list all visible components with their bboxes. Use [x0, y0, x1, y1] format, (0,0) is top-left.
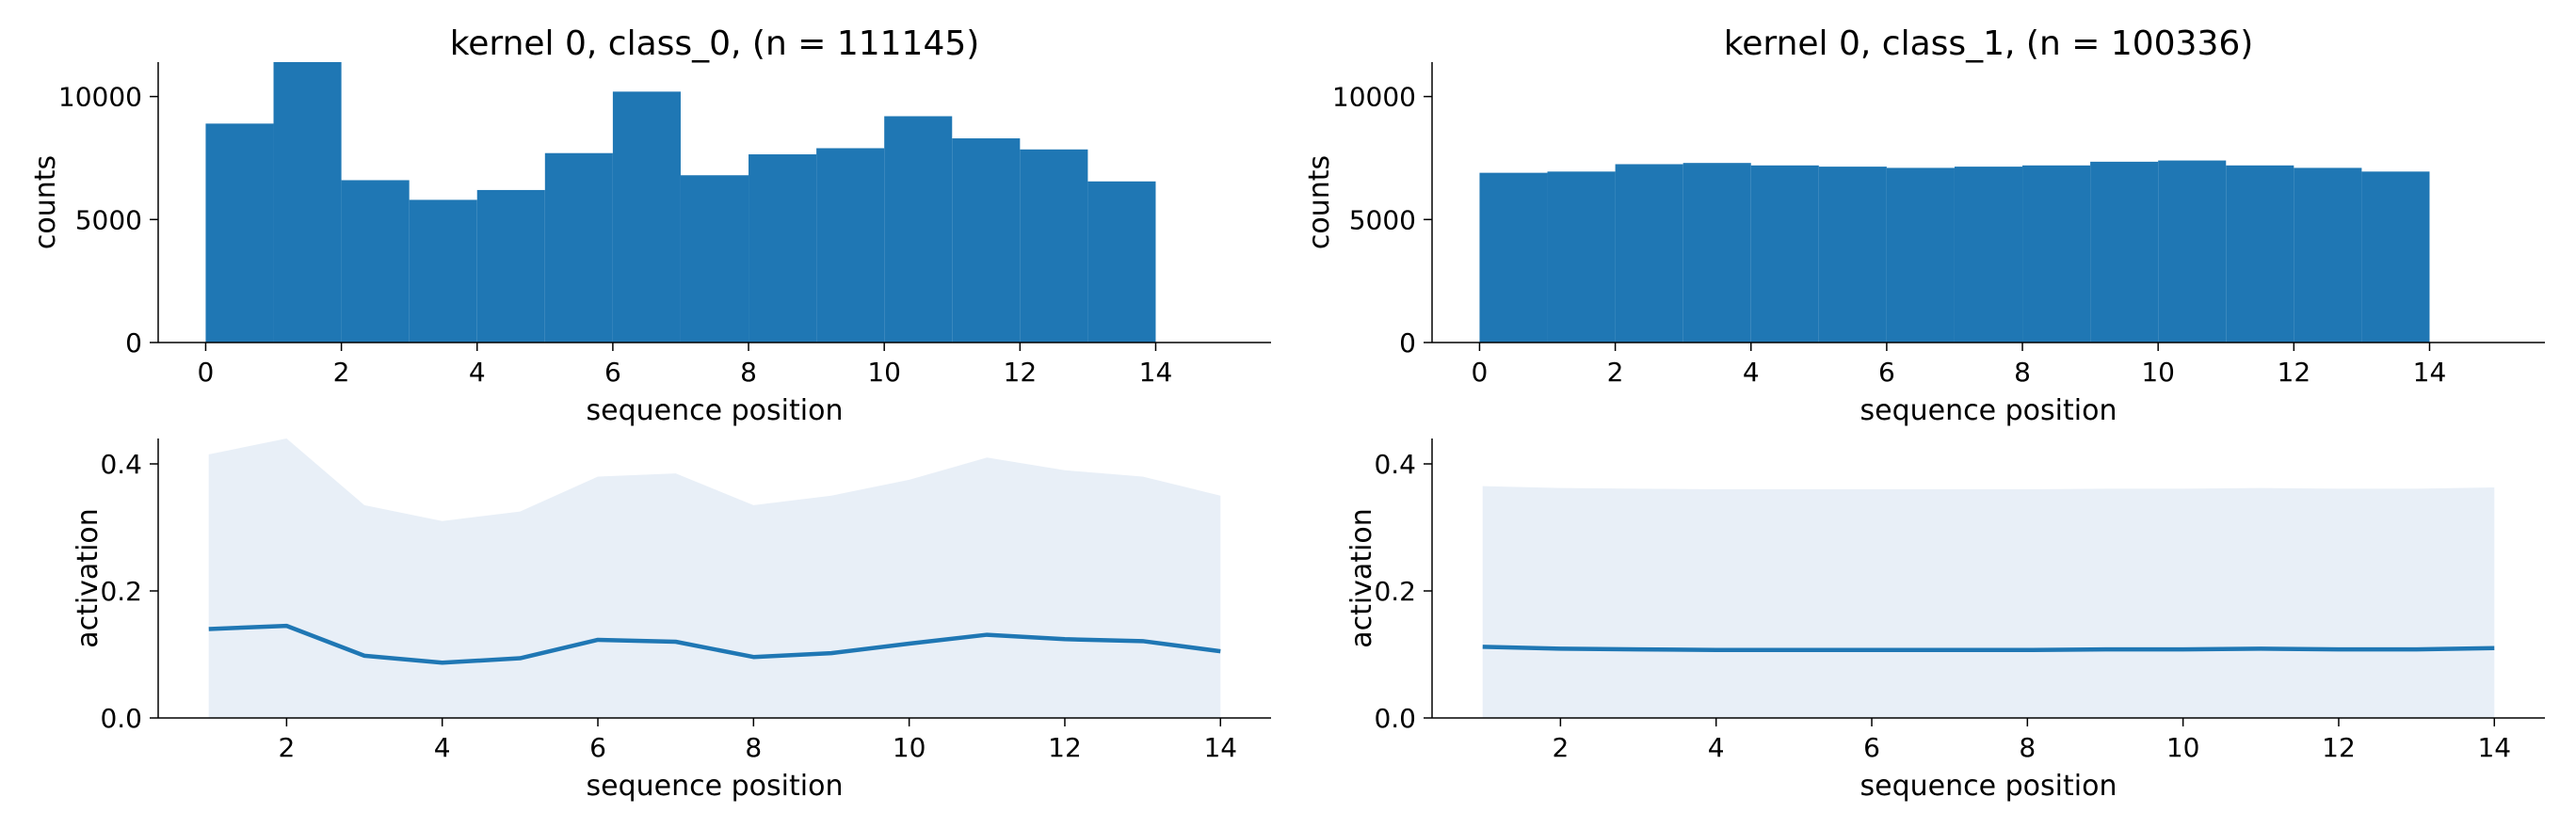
activation-class0-panel: 2 4 6 8 10 12 14 0.0 0.2 0.4 sequence position acti…	[72, 438, 1271, 803]
x-tick-label: 6	[604, 357, 621, 388]
histogram-bar	[816, 148, 885, 343]
x-tick-label: 10	[867, 357, 901, 388]
y-axis-label: counts	[1303, 155, 1336, 249]
histogram-bar	[2090, 161, 2159, 343]
y-tick-label: 0.0	[100, 703, 142, 734]
activation-band	[208, 438, 1221, 718]
x-tick-label: 14	[1139, 357, 1173, 388]
activation-class1-panel: 2 4 6 8 10 12 14 0.0 0.2 0.4 sequence position acti…	[1345, 438, 2545, 803]
x-tick-label: 8	[745, 732, 762, 763]
histogram-bar	[1615, 164, 1683, 343]
histogram-bar	[952, 138, 1021, 343]
chart-title: kernel 0, class_1, (n = 100336)	[1724, 24, 2254, 63]
histogram-class0-panel: 0 2 4 6 8 10 12 14 0 5000 10000 sequence position co…	[29, 24, 1271, 427]
histogram-bar	[1750, 165, 1819, 343]
histogram-bar	[2226, 165, 2294, 343]
histogram-bar	[341, 180, 410, 343]
x-tick-label: 10	[893, 732, 926, 763]
histogram-bar	[409, 199, 477, 343]
histogram-bar	[1682, 163, 1751, 343]
x-axis-label: sequence position	[1860, 394, 2117, 427]
histogram-bar	[612, 91, 681, 343]
x-tick-label: 8	[2019, 732, 2036, 763]
x-tick-label: 12	[1004, 357, 1038, 388]
x-tick-label: 4	[434, 732, 451, 763]
y-tick-label: 0.0	[1374, 703, 1416, 734]
x-tick-label: 14	[2413, 357, 2447, 388]
y-tick-label: 5000	[75, 204, 142, 235]
x-tick-label: 0	[198, 357, 215, 388]
x-axis-label: sequence position	[587, 394, 844, 427]
y-tick-label: 0.2	[100, 576, 142, 607]
y-axis-label: activation	[1345, 508, 1378, 648]
histogram-bar	[1818, 167, 1887, 343]
x-tick-label: 10	[2166, 732, 2200, 763]
x-tick-label: 0	[1472, 357, 1489, 388]
histogram-bar	[544, 152, 613, 343]
x-tick-label: 12	[1048, 732, 1082, 763]
histogram-bar	[2361, 171, 2430, 343]
x-tick-label: 14	[2477, 732, 2511, 763]
histogram-bar	[273, 62, 342, 343]
histogram-bar	[2294, 167, 2362, 343]
x-tick-label: 8	[740, 357, 757, 388]
x-tick-label: 2	[333, 357, 350, 388]
x-tick-label: 4	[469, 357, 486, 388]
x-tick-label: 4	[1743, 357, 1760, 388]
histogram-bar	[1886, 167, 1955, 343]
x-axis-label: sequence position	[587, 770, 844, 803]
y-tick-label: 10000	[1332, 82, 1416, 113]
histogram-bar	[1020, 149, 1088, 343]
histogram-bar	[1479, 172, 1548, 343]
chart-title: kernel 0, class_0, (n = 111145)	[450, 24, 980, 63]
histogram-bar	[884, 116, 953, 343]
histogram-bar	[1087, 181, 1156, 343]
x-tick-label: 4	[1708, 732, 1725, 763]
histogram-bar	[1954, 167, 2023, 343]
x-tick-label: 6	[1878, 357, 1895, 388]
mean-activation-line	[208, 623, 1221, 665]
histogram-bar	[749, 154, 817, 343]
y-tick-label: 0.4	[1374, 449, 1416, 480]
histogram-bar	[2158, 160, 2227, 343]
x-tick-label: 2	[1552, 732, 1569, 763]
x-tick-label: 6	[1863, 732, 1880, 763]
x-tick-label: 2	[278, 732, 295, 763]
y-tick-label: 0	[1399, 327, 1416, 359]
y-axis-label: counts	[29, 155, 62, 249]
histogram-bar	[1547, 171, 1616, 343]
x-tick-label: 2	[1607, 357, 1624, 388]
y-tick-label: 5000	[1349, 204, 1416, 235]
x-tick-label: 12	[2278, 357, 2311, 388]
histogram-bar	[2022, 165, 2091, 343]
histogram-bar	[205, 123, 274, 343]
x-axis-label: sequence position	[1860, 770, 2117, 803]
y-tick-label: 0.2	[1374, 576, 1416, 607]
histogram-bar	[476, 189, 545, 343]
activation-band	[1482, 486, 2495, 718]
x-tick-label: 8	[2014, 357, 2031, 388]
y-tick-label: 0.4	[100, 449, 142, 480]
mean-activation-line	[1482, 645, 2495, 653]
x-tick-label: 10	[2141, 357, 2175, 388]
y-axis-label: activation	[72, 508, 105, 648]
histogram-bar	[680, 175, 749, 343]
x-tick-label: 14	[1203, 732, 1237, 763]
y-tick-label: 10000	[58, 82, 142, 113]
x-tick-label: 12	[2322, 732, 2356, 763]
y-tick-label: 0	[125, 327, 142, 359]
x-tick-label: 6	[589, 732, 606, 763]
histogram-class1-panel: 0 2 4 6 8 10 12 14 0 5000 10000 sequence position co…	[1303, 24, 2545, 427]
